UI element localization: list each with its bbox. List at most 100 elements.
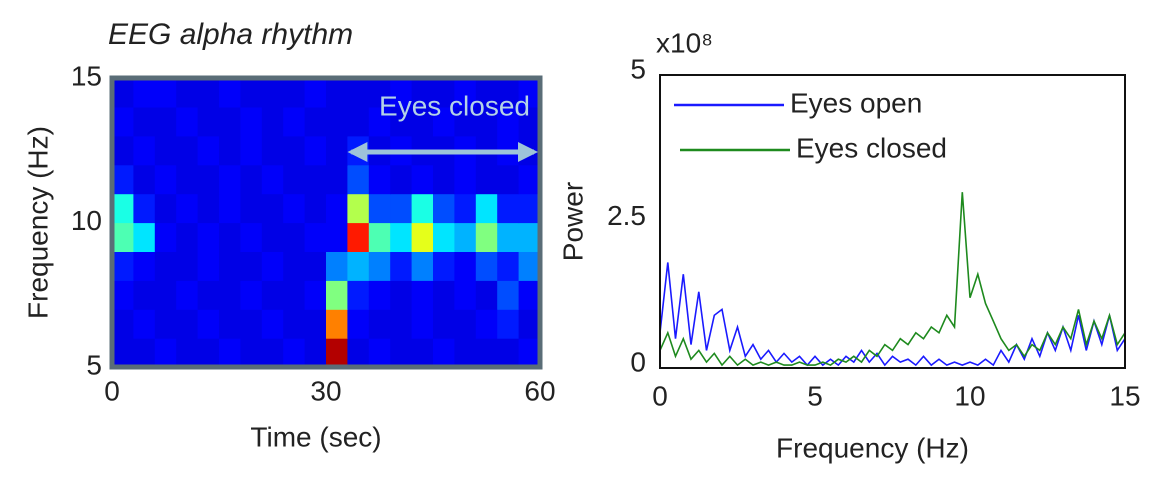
heatmap-cell: [411, 280, 434, 310]
heatmap-cell: [154, 280, 177, 310]
plot-frame: [659, 74, 1126, 369]
heatmap-cell: [390, 338, 413, 368]
heatmap-cell: [219, 251, 241, 281]
x-tick-label: 5: [807, 380, 823, 411]
heatmap-cell: [368, 251, 391, 281]
heatmap-cell: [518, 251, 541, 281]
heatmap-cell: [304, 106, 327, 137]
y-tick-label: 5: [86, 349, 102, 380]
heatmap-cell: [326, 193, 348, 224]
heatmap-cell: [304, 280, 327, 310]
heatmap-cell: [347, 164, 370, 195]
heatmap-cell: [411, 193, 434, 224]
heatmap-cell: [219, 222, 241, 252]
heatmap-cell: [240, 106, 263, 137]
y-tick-label: 10: [71, 205, 102, 236]
heatmap-cell: [133, 106, 156, 137]
heatmap-cell: [497, 193, 520, 224]
heatmap-cell: [197, 251, 220, 281]
heatmap-cell: [240, 280, 263, 310]
heatmap-cell: [497, 106, 520, 137]
heatmap-cell: [497, 222, 520, 252]
heatmap-cell: [326, 164, 348, 195]
heatmap-cell: [154, 251, 177, 281]
heatmap-cell: [390, 222, 413, 252]
heatmap-cell: [454, 280, 477, 310]
heatmap-cell: [240, 78, 263, 108]
heatmap-cell: [197, 135, 220, 166]
heatmap-cell: [326, 78, 348, 108]
heatmap-cell: [304, 164, 327, 195]
heatmap-cell: [368, 222, 391, 252]
heatmap-cell: [283, 193, 306, 224]
heatmap-cell: [133, 135, 156, 166]
heatmap-cell: [368, 78, 391, 108]
heatmap-cell: [176, 164, 199, 195]
heatmap-cell: [326, 135, 348, 166]
y-axis-label: Power: [557, 182, 588, 261]
y-tick-label: 2.5: [607, 200, 646, 231]
heatmap-cell: [390, 164, 413, 195]
y-tick-label: 15: [71, 60, 102, 91]
heatmap-cell: [347, 309, 370, 339]
heatmap-cell: [261, 309, 284, 339]
heatmap-cell: [261, 164, 284, 195]
heatmap-cell: [390, 78, 413, 108]
heatmap-cell: [347, 280, 370, 310]
heatmap-cell: [347, 338, 370, 368]
heatmap-cell: [454, 78, 477, 108]
heatmap-cell: [475, 280, 498, 310]
heatmap-cell: [475, 78, 498, 108]
heatmap-cell: [219, 135, 241, 166]
heatmap-cell: [197, 309, 220, 339]
x-tick-label: 15: [1109, 380, 1140, 411]
heatmap-cell: [197, 164, 220, 195]
heatmap-cell: [347, 106, 370, 137]
heatmap-cell: [154, 164, 177, 195]
heatmap-cell: [390, 106, 413, 137]
heatmap-cell: [176, 309, 199, 339]
heatmap-cell: [411, 78, 434, 108]
heatmap-cell: [390, 193, 413, 224]
heatmap-cell: [197, 78, 220, 108]
heatmap-cell: [433, 280, 455, 310]
y-tick-label: 0: [630, 346, 646, 377]
heatmap-cell: [475, 338, 498, 368]
heatmap-cell: [411, 251, 434, 281]
heatmap-cell: [304, 222, 327, 252]
heatmap-cell: [326, 106, 348, 137]
heatmap-cell: [197, 106, 220, 137]
heatmap-cell: [197, 222, 220, 252]
heatmap-cell: [240, 251, 263, 281]
heatmap-cell: [197, 338, 220, 368]
heatmap-cell: [518, 280, 541, 310]
heatmap-cell: [518, 164, 541, 195]
heatmap-cell: [240, 222, 263, 252]
heatmap-cell: [133, 280, 156, 310]
heatmap-cell: [518, 338, 541, 368]
heatmap-cell: [219, 280, 241, 310]
heatmap-cell: [219, 78, 241, 108]
heatmap-cell: [283, 251, 306, 281]
heatmap-cell: [497, 251, 520, 281]
heatmap-cell: [112, 106, 134, 137]
heatmap-cell: [433, 309, 455, 339]
legend-label: Eyes closed: [796, 132, 947, 163]
heatmap-cell: [176, 338, 199, 368]
heatmap-cell: [197, 280, 220, 310]
heatmap-cell: [261, 280, 284, 310]
heatmap-cell: [368, 164, 391, 195]
heatmap-cell: [176, 106, 199, 137]
heatmap-cell: [518, 309, 541, 339]
heatmap-cell: [133, 309, 156, 339]
heatmap-cell: [176, 280, 199, 310]
heatmap-cell: [475, 251, 498, 281]
heatmap-cell: [112, 193, 134, 224]
heatmap-cell: [283, 309, 306, 339]
heatmap-cell: [518, 222, 541, 252]
heatmap-cell: [133, 193, 156, 224]
heatmap-cell: [176, 222, 199, 252]
heatmap-cell: [176, 135, 199, 166]
heatmap-cell: [518, 193, 541, 224]
